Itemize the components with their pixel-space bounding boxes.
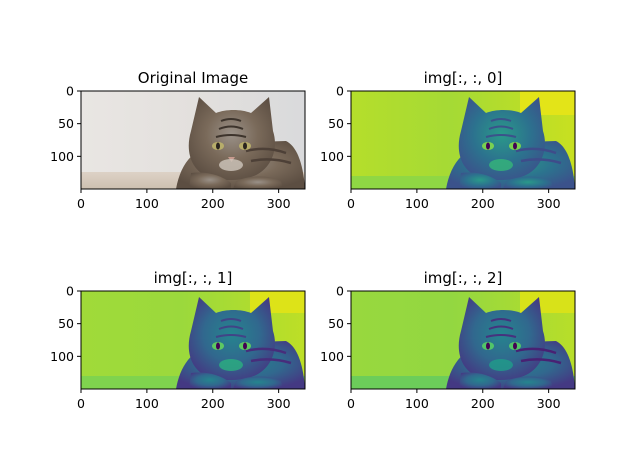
channel-1-image [81, 291, 305, 389]
x-tick-label: 100 [135, 196, 159, 211]
x-tick-label: 100 [405, 396, 429, 411]
axes-frame [80, 290, 306, 390]
panel-title: img[:, :, 1] [154, 269, 233, 287]
panel-title: Original Image [138, 69, 248, 87]
y-tick-label: 100 [50, 149, 74, 164]
x-tick-label: 0 [77, 396, 85, 411]
y-tick-label: 50 [58, 316, 74, 331]
panel-channel-0: img[:, :, 0] [350, 69, 576, 190]
channel-2-image [351, 291, 575, 389]
panel-title: img[:, :, 0] [424, 69, 503, 87]
y-tick-label: 50 [328, 116, 344, 131]
channel-0-image [351, 91, 575, 189]
x-tick-label: 0 [347, 196, 355, 211]
panel-channel-1: img[:, :, 1] [80, 269, 306, 390]
x-tick-label: 0 [77, 196, 85, 211]
x-tick-label: 300 [267, 396, 291, 411]
original-image [81, 91, 305, 189]
panel-original-image: Original Image [80, 69, 306, 190]
y-tick-label: 0 [336, 284, 344, 299]
y-tick-label: 50 [328, 316, 344, 331]
axes-frame [350, 290, 576, 390]
y-tick-label: 0 [66, 84, 74, 99]
axis-ticks: 0 100 200 300 0 50 100 0 100 200 300 0 50 100 0 100 200 3… [50, 84, 560, 412]
x-tick-label: 200 [201, 196, 225, 211]
x-tick-label: 200 [471, 196, 495, 211]
x-tick-label: 300 [537, 396, 561, 411]
y-tick-label: 0 [336, 84, 344, 99]
y-tick-label: 50 [58, 116, 74, 131]
panel-title: img[:, :, 2] [424, 269, 503, 287]
x-tick-label: 300 [537, 196, 561, 211]
y-tick-label: 100 [50, 349, 74, 364]
x-tick-label: 300 [267, 196, 291, 211]
x-tick-label: 200 [471, 396, 495, 411]
x-tick-label: 0 [347, 396, 355, 411]
y-tick-label: 0 [66, 284, 74, 299]
panel-channel-2: img[:, :, 2] [350, 269, 576, 390]
x-tick-label: 100 [405, 196, 429, 211]
axes-frame [350, 90, 576, 190]
x-tick-label: 100 [135, 396, 159, 411]
y-tick-label: 100 [320, 149, 344, 164]
axes-frame [80, 90, 306, 190]
x-tick-label: 200 [201, 396, 225, 411]
y-tick-label: 100 [320, 349, 344, 364]
